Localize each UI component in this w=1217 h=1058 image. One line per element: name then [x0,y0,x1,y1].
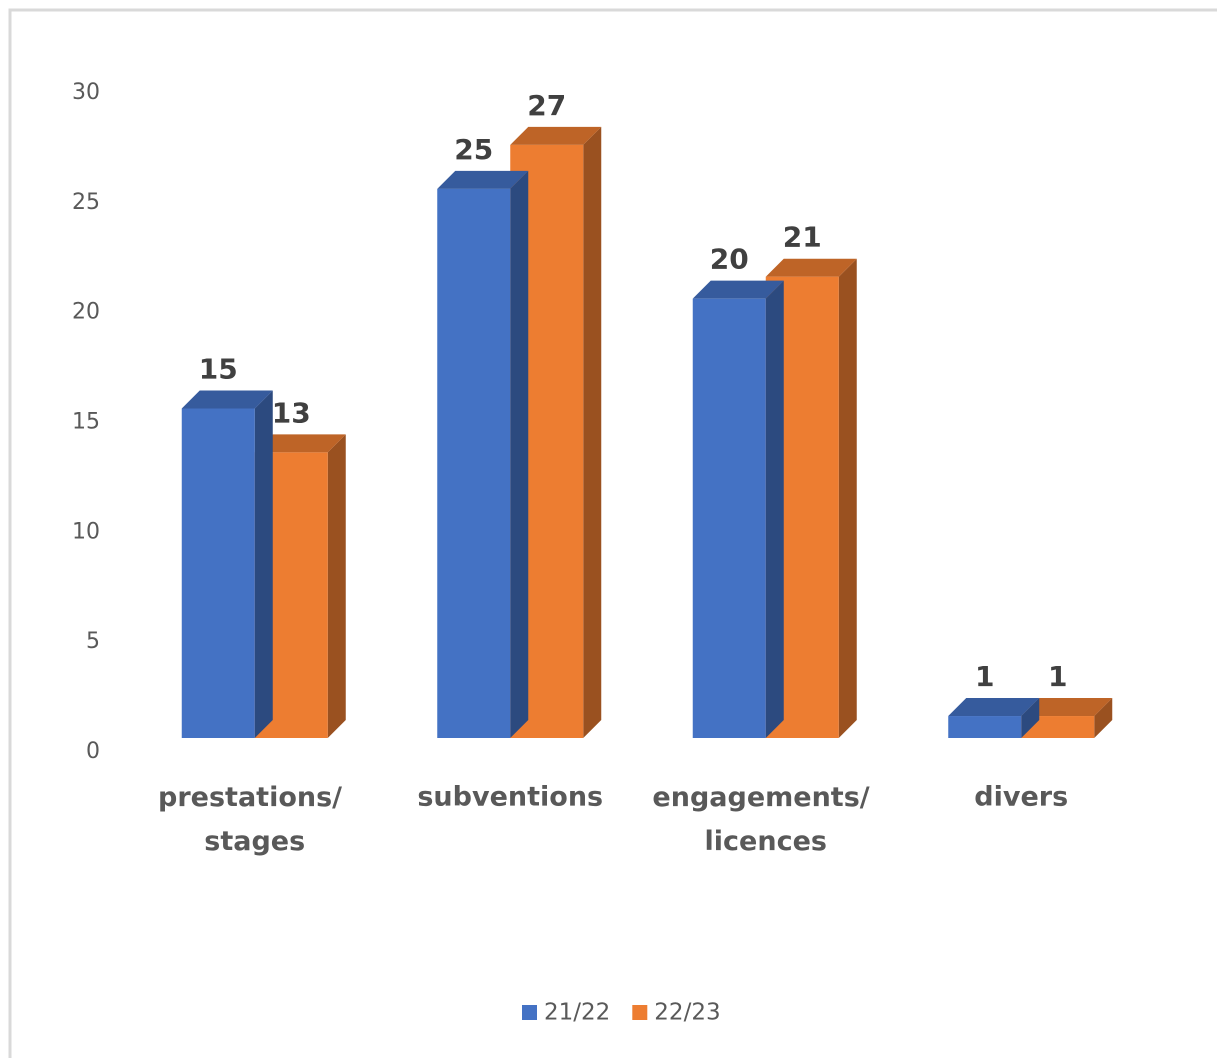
value-label: 27 [527,89,566,122]
bar-front [181,408,255,738]
y-tick-label: 10 [72,519,100,544]
bar-side [327,434,346,738]
bar-front [948,716,1022,738]
x-tick-label-line: licences [705,826,827,857]
bar-top [181,390,273,409]
bar-side [1021,698,1040,738]
value-label: 20 [710,243,749,276]
bar-side [838,258,857,738]
bar-side [510,170,529,739]
bar [181,390,273,738]
legend-label: 21/22 [544,1000,610,1026]
value-label: 15 [199,353,238,386]
y-tick-label: 15 [72,410,100,435]
legend-label: 22/23 [654,1000,720,1026]
y-tick-label: 5 [86,629,100,654]
value-label: 13 [272,396,311,429]
bar-front [1021,716,1095,738]
bar [437,170,529,739]
bar-front [437,188,511,739]
value-label: 1 [1048,660,1067,693]
bar-front [692,298,766,738]
bar-top [765,258,857,277]
y-tick-label: 25 [72,190,100,215]
y-tick-label: 20 [72,300,100,325]
x-tick-label-line: prestations/ [158,782,351,813]
value-label: 25 [454,133,493,166]
bar-side [583,126,602,738]
bar-side [765,280,784,738]
legend-swatch [522,1005,537,1020]
x-tick-label: subventions [417,782,603,813]
bar-top [510,126,602,145]
bar-side [254,390,273,738]
y-tick-label: 30 [72,80,100,105]
bar-top [692,280,784,299]
x-tick-label: engagements/ licences [652,782,879,857]
bar [1021,698,1113,738]
bar [692,280,784,738]
bar-top [1021,698,1113,717]
x-tick-label-line: engagements/ [652,782,879,813]
value-label: 1 [975,660,994,693]
x-tick-label: divers [974,782,1068,813]
bar-top [437,170,529,189]
bar-top [254,434,346,453]
x-tick-label-line: stages [204,826,305,857]
bar-top [948,698,1040,717]
x-tick-label: prestations/ stages [158,782,351,857]
legend-swatch [632,1005,648,1020]
y-tick-label: 0 [86,739,100,764]
value-label: 21 [783,221,822,254]
bar [948,698,1040,738]
bar-side [1094,698,1113,738]
